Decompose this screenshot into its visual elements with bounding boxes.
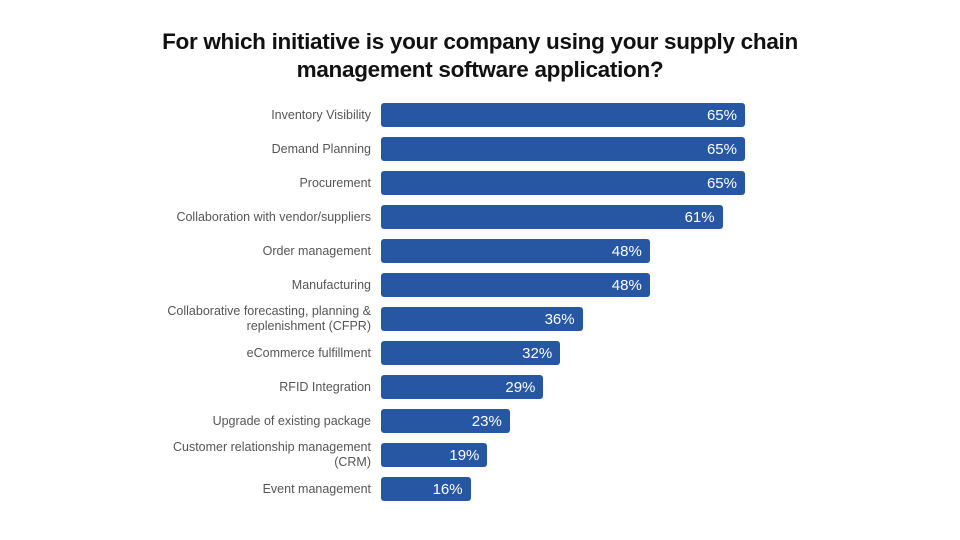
chart-title: For which initiative is your company usi… <box>100 28 860 84</box>
bar-value-label: 48% <box>612 243 642 260</box>
bar-value-label: 65% <box>707 107 737 124</box>
y-axis-label: RFID Integration <box>151 380 381 395</box>
bar-value-label: 16% <box>433 481 463 498</box>
bar-track: 48% <box>381 239 911 263</box>
chart-row: RFID Integration 29% <box>151 370 911 404</box>
chart-row: Collaboration with vendor/suppliers 61% <box>151 200 911 234</box>
bar-track: 19% <box>381 443 911 467</box>
y-axis-label: Demand Planning <box>151 142 381 157</box>
chart-row: Customer relationship management (CRM) 19… <box>151 438 911 472</box>
bar-track: 36% <box>381 307 911 331</box>
chart-row: Upgrade of existing package 23% <box>151 404 911 438</box>
bar-track: 61% <box>381 205 911 229</box>
chart-plot: Inventory Visibility 65% Demand Planning 65… <box>151 98 911 506</box>
bar-value-label: 32% <box>522 345 552 362</box>
bar: 32% <box>381 341 560 365</box>
chart-row: Event management 16% <box>151 472 911 506</box>
bar-track: 65% <box>381 171 911 195</box>
bar-value-label: 29% <box>505 379 535 396</box>
chart-row: Inventory Visibility 65% <box>151 98 911 132</box>
chart-row: eCommerce fulfillment 32% <box>151 336 911 370</box>
bar: 48% <box>381 273 650 297</box>
chart-row: Demand Planning 65% <box>151 132 911 166</box>
y-axis-label: Collaboration with vendor/suppliers <box>151 210 381 225</box>
chart-row: Collaborative forecasting, planning & re… <box>151 302 911 336</box>
bar-track: 23% <box>381 409 911 433</box>
bar-track: 48% <box>381 273 911 297</box>
bar: 65% <box>381 137 745 161</box>
chart-row: Manufacturing 48% <box>151 268 911 302</box>
bar-value-label: 23% <box>472 413 502 430</box>
bar-track: 65% <box>381 137 911 161</box>
y-axis-label: Manufacturing <box>151 278 381 293</box>
bar-track: 16% <box>381 477 911 501</box>
bar: 19% <box>381 443 487 467</box>
bar: 23% <box>381 409 510 433</box>
y-axis-label: Upgrade of existing package <box>151 414 381 429</box>
chart-container: For which initiative is your company usi… <box>0 0 960 540</box>
y-axis-label: Event management <box>151 482 381 497</box>
bar-value-label: 61% <box>685 209 715 226</box>
bar: 16% <box>381 477 471 501</box>
bar-track: 32% <box>381 341 911 365</box>
y-axis-label: Inventory Visibility <box>151 108 381 123</box>
bar: 48% <box>381 239 650 263</box>
bar-value-label: 65% <box>707 141 737 158</box>
y-axis-label: Procurement <box>151 176 381 191</box>
bar-value-label: 36% <box>545 311 575 328</box>
y-axis-label: Collaborative forecasting, planning & re… <box>151 304 381 334</box>
bar-value-label: 65% <box>707 175 737 192</box>
bar: 65% <box>381 171 745 195</box>
bar: 65% <box>381 103 745 127</box>
chart-row: Order management 48% <box>151 234 911 268</box>
bar-value-label: 48% <box>612 277 642 294</box>
bar: 29% <box>381 375 543 399</box>
bar: 36% <box>381 307 583 331</box>
y-axis-label: Order management <box>151 244 381 259</box>
chart-row: Procurement 65% <box>151 166 911 200</box>
y-axis-label: Customer relationship management (CRM) <box>151 440 381 470</box>
y-axis-label: eCommerce fulfillment <box>151 346 381 361</box>
bar-track: 29% <box>381 375 911 399</box>
bar: 61% <box>381 205 723 229</box>
bar-value-label: 19% <box>449 447 479 464</box>
bar-track: 65% <box>381 103 911 127</box>
